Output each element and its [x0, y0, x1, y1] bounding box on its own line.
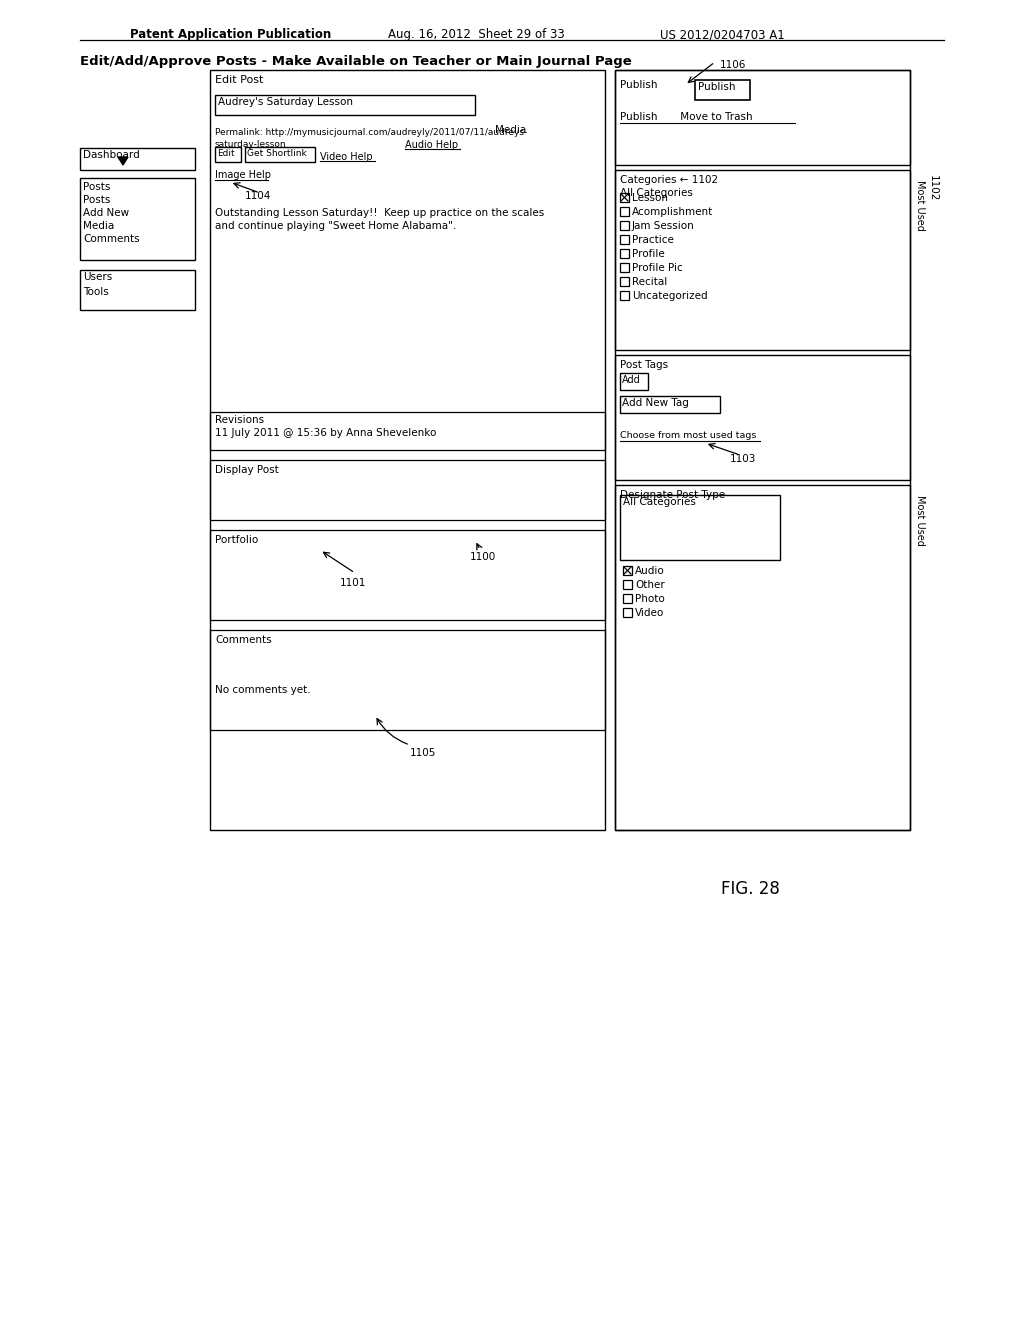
Bar: [623, 579, 632, 589]
Bar: [80, 178, 195, 260]
Bar: [615, 70, 910, 165]
Bar: [210, 459, 605, 520]
Bar: [620, 263, 629, 272]
Text: Patent Application Publication: Patent Application Publication: [130, 28, 331, 41]
Text: Publish: Publish: [620, 81, 657, 90]
Bar: [210, 630, 605, 730]
Text: Uncategorized: Uncategorized: [632, 290, 708, 301]
Text: Media: Media: [83, 220, 115, 231]
Text: Publish: Publish: [698, 82, 735, 92]
Text: Edit: Edit: [217, 149, 234, 158]
Text: Outstanding Lesson Saturday!!  Keep up practice on the scales: Outstanding Lesson Saturday!! Keep up pr…: [215, 209, 544, 218]
Text: Designate Post Type: Designate Post Type: [620, 490, 725, 500]
Bar: [620, 235, 629, 244]
Text: Audio Help: Audio Help: [406, 140, 458, 150]
Text: Audio: Audio: [635, 566, 665, 576]
Text: Most Used: Most Used: [915, 180, 925, 231]
Text: Video: Video: [635, 609, 665, 618]
Text: Audrey's Saturday Lesson: Audrey's Saturday Lesson: [218, 96, 353, 107]
Text: Choose from most used tags: Choose from most used tags: [620, 432, 757, 440]
Text: Add New Tag: Add New Tag: [622, 399, 689, 408]
Text: Most Used: Most Used: [915, 495, 925, 546]
Text: Comments: Comments: [215, 635, 271, 645]
Bar: [210, 70, 605, 830]
Text: No comments yet.: No comments yet.: [215, 685, 310, 696]
Text: Portfolio: Portfolio: [215, 535, 258, 545]
Text: Dashboard: Dashboard: [83, 150, 139, 160]
Text: Display Post: Display Post: [215, 465, 279, 475]
Text: 1106: 1106: [720, 59, 746, 70]
Bar: [620, 374, 648, 389]
Text: Aug. 16, 2012  Sheet 29 of 33: Aug. 16, 2012 Sheet 29 of 33: [388, 28, 565, 41]
Text: Edit/Add/Approve Posts - Make Available on Teacher or Main Journal Page: Edit/Add/Approve Posts - Make Available …: [80, 55, 632, 69]
Bar: [620, 277, 629, 286]
Text: 11 July 2011 @ 15:36 by Anna Shevelenko: 11 July 2011 @ 15:36 by Anna Shevelenko: [215, 428, 436, 438]
Text: Other: Other: [635, 579, 665, 590]
Text: Media: Media: [495, 125, 526, 135]
Bar: [620, 396, 720, 413]
Text: Tools: Tools: [83, 286, 109, 297]
Text: Lesson: Lesson: [632, 193, 668, 203]
Text: Jam Session: Jam Session: [632, 220, 694, 231]
Text: 1104: 1104: [245, 191, 271, 201]
Bar: [620, 193, 629, 202]
Bar: [620, 207, 629, 216]
Bar: [615, 170, 910, 350]
Text: Acomplishment: Acomplishment: [632, 207, 714, 216]
Text: Image Help: Image Help: [215, 170, 271, 180]
Bar: [80, 148, 195, 170]
Text: Get Shortlink: Get Shortlink: [247, 149, 307, 158]
Text: 1105: 1105: [410, 748, 436, 758]
Bar: [210, 531, 605, 620]
Bar: [245, 147, 315, 162]
Text: Add New: Add New: [83, 209, 129, 218]
Bar: [620, 290, 629, 300]
Text: Photo: Photo: [635, 594, 665, 605]
Bar: [80, 271, 195, 310]
Text: Profile Pic: Profile Pic: [632, 263, 683, 273]
Text: Comments: Comments: [83, 234, 139, 244]
Text: US 2012/0204703 A1: US 2012/0204703 A1: [660, 28, 784, 41]
Text: Edit Post: Edit Post: [215, 75, 263, 84]
Text: Add: Add: [622, 375, 641, 385]
Text: Post Tags: Post Tags: [620, 360, 668, 370]
Text: 1103: 1103: [730, 454, 757, 465]
Text: Recital: Recital: [632, 277, 668, 286]
Bar: [623, 594, 632, 603]
Text: All Categories: All Categories: [623, 498, 696, 507]
Bar: [620, 220, 629, 230]
Text: Publish       Move to Trash: Publish Move to Trash: [620, 112, 753, 121]
Bar: [695, 81, 750, 100]
Text: Categories ← 1102: Categories ← 1102: [620, 176, 718, 185]
Text: 1101: 1101: [340, 578, 367, 587]
Text: and continue playing "Sweet Home Alabama".: and continue playing "Sweet Home Alabama…: [215, 220, 457, 231]
Text: 1102: 1102: [928, 176, 938, 202]
Bar: [623, 609, 632, 616]
Bar: [615, 70, 910, 830]
Bar: [615, 355, 910, 480]
Bar: [210, 412, 605, 450]
Text: 1100: 1100: [470, 552, 497, 562]
Bar: [615, 484, 910, 830]
Text: FIG. 28: FIG. 28: [721, 880, 779, 898]
Bar: [620, 249, 629, 257]
Bar: [620, 495, 780, 560]
Text: Video Help: Video Help: [319, 152, 373, 162]
Text: saturday-lesson: saturday-lesson: [215, 140, 287, 149]
Text: Practice: Practice: [632, 235, 674, 246]
Text: All Categories: All Categories: [620, 187, 693, 198]
Text: Profile: Profile: [632, 249, 665, 259]
Polygon shape: [118, 157, 128, 165]
Text: Permalink: http://mymusicjournal.com/audreyly/2011/07/11/audreys-: Permalink: http://mymusicjournal.com/aud…: [215, 128, 527, 137]
Bar: [623, 566, 632, 576]
Bar: [215, 147, 241, 162]
Text: Posts: Posts: [83, 195, 111, 205]
Bar: [215, 95, 475, 115]
Text: Users: Users: [83, 272, 113, 282]
Text: Posts: Posts: [83, 182, 111, 191]
Text: Revisions: Revisions: [215, 414, 264, 425]
